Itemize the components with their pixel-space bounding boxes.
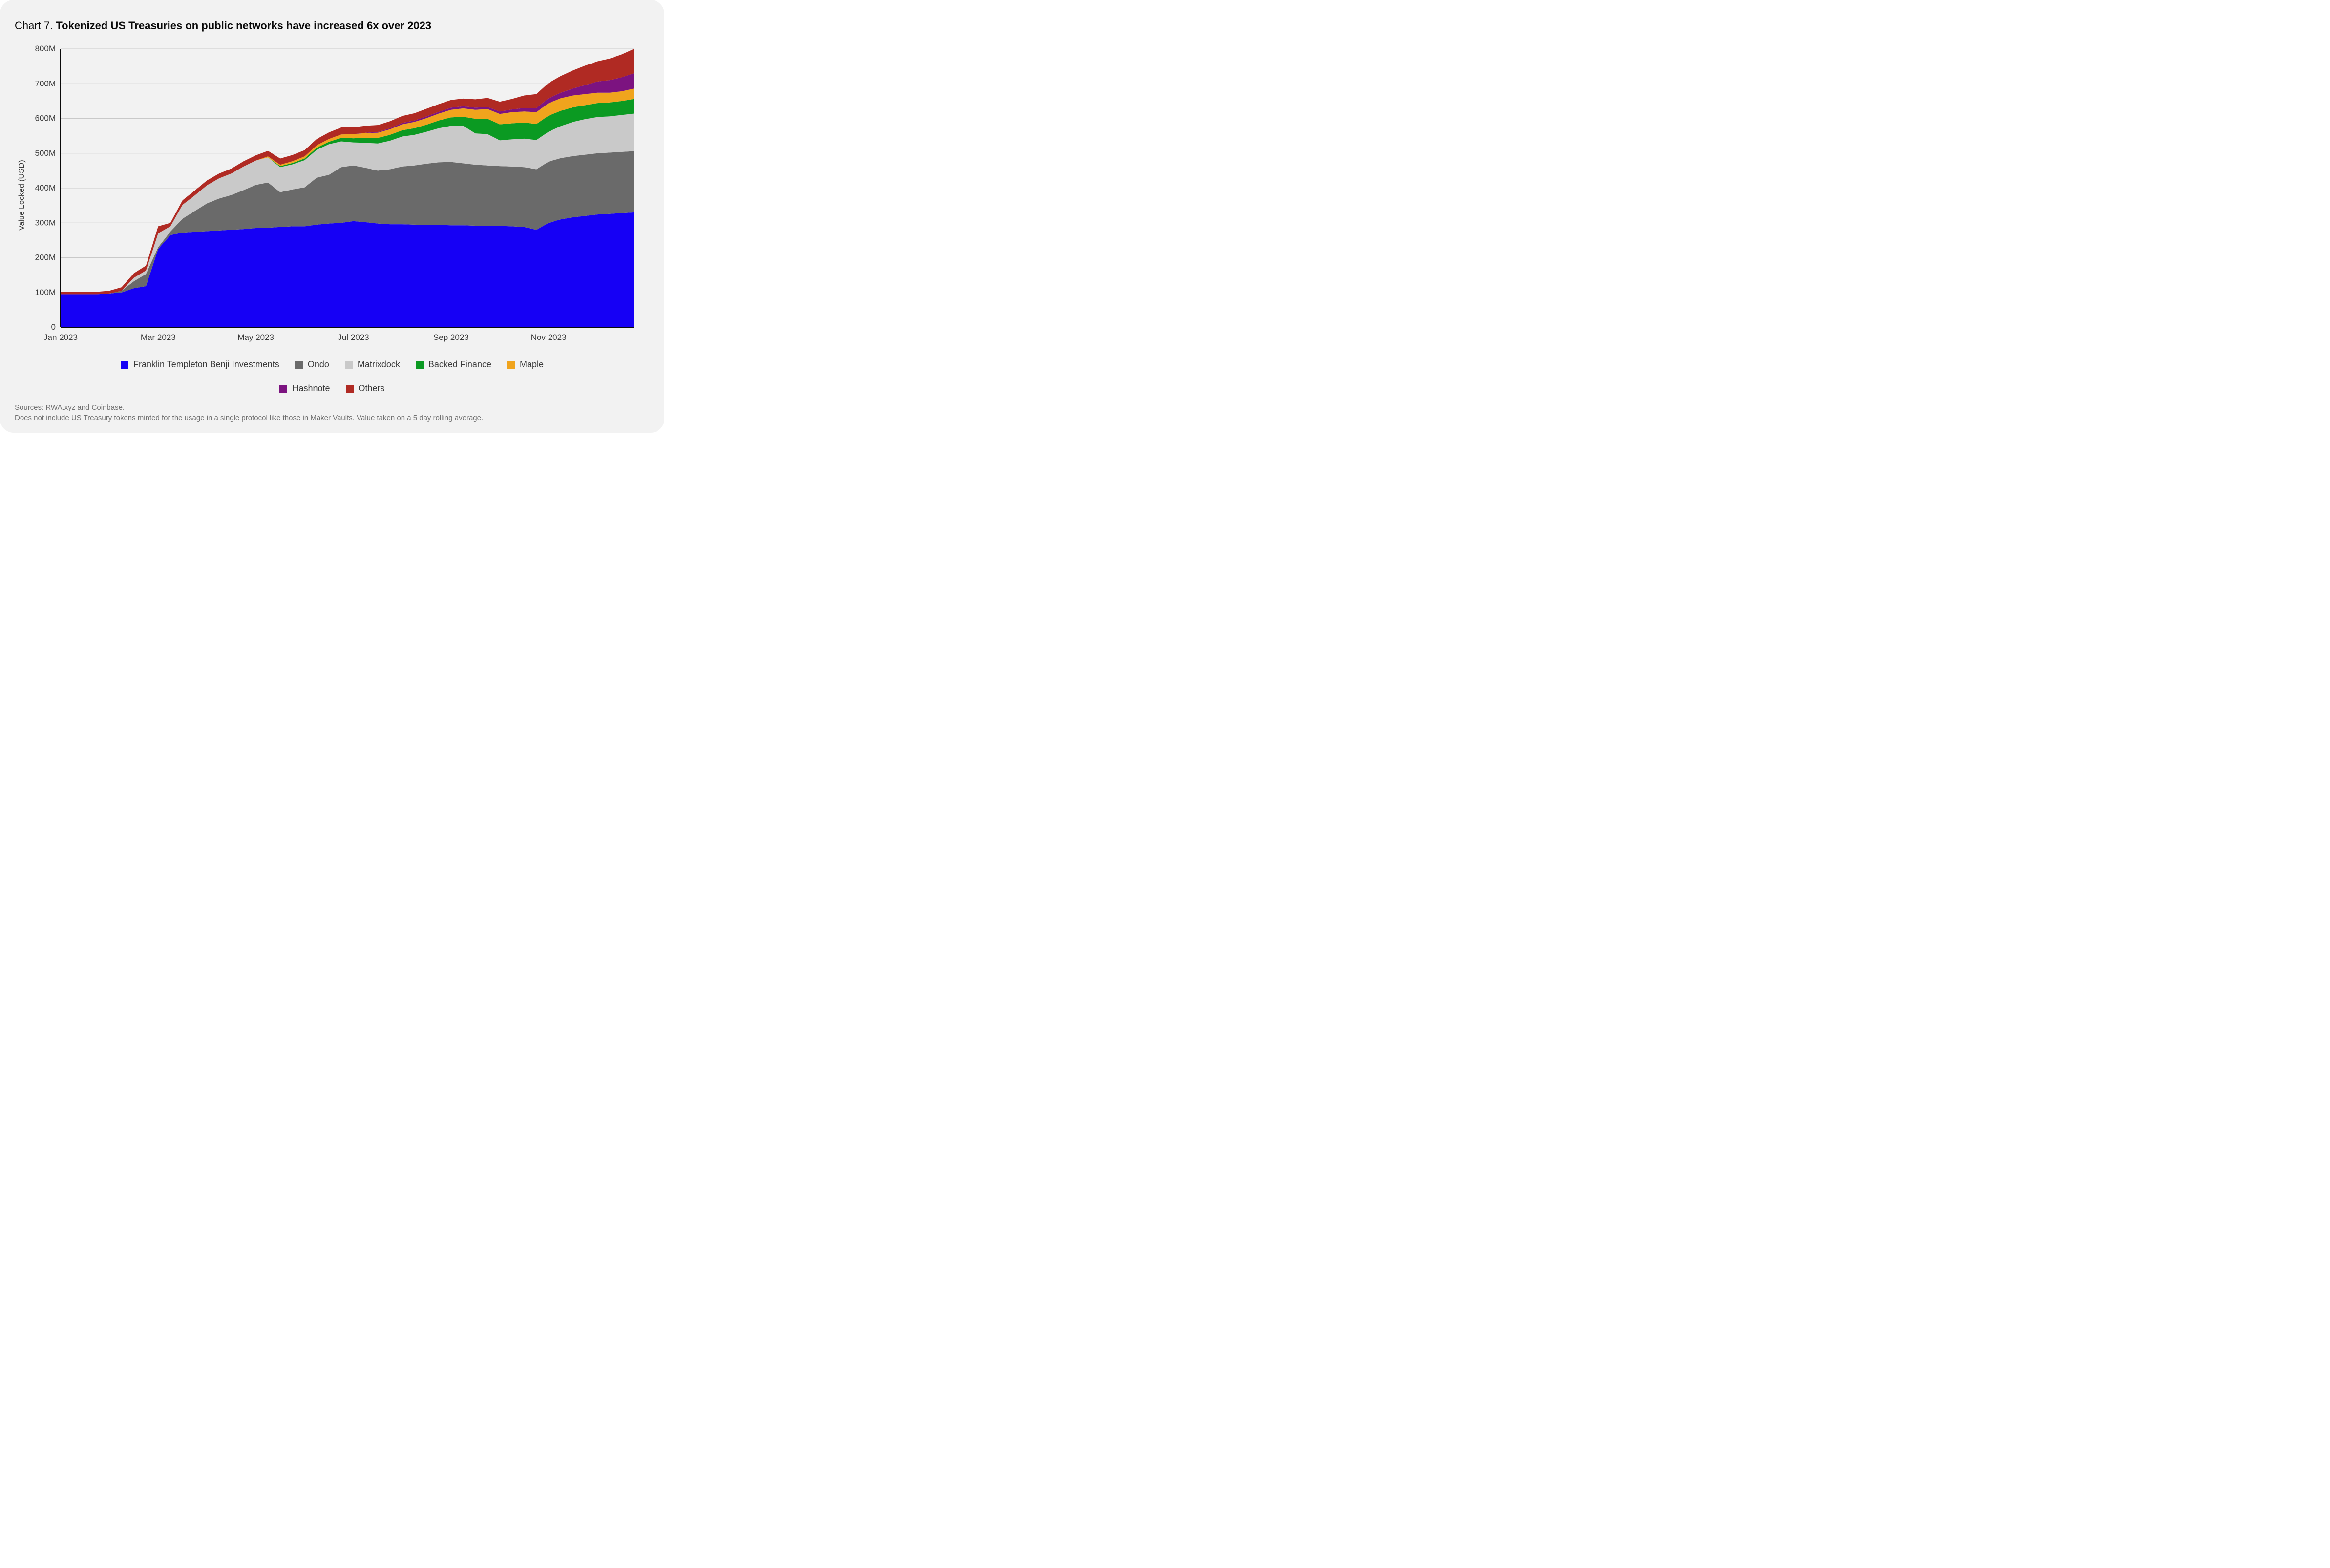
legend-item: Others xyxy=(346,383,385,394)
sources-line-1: Sources: RWA.xyz and Coinbase. xyxy=(15,403,650,413)
legend-item: Ondo xyxy=(295,360,329,370)
y-axis-label: Value Locked (USD) xyxy=(15,44,26,347)
legend-item: Backed Finance xyxy=(416,360,491,370)
svg-text:Mar 2023: Mar 2023 xyxy=(141,333,176,342)
svg-text:0: 0 xyxy=(51,322,56,332)
legend-swatch xyxy=(346,385,354,393)
legend: Franklin Templeton Benji Investments Ondo… xyxy=(88,360,576,394)
legend-label: Ondo xyxy=(308,360,329,370)
svg-text:200M: 200M xyxy=(35,253,56,262)
legend-item: Maple xyxy=(507,360,544,370)
chart-card: Chart 7. Tokenized US Treasuries on publ… xyxy=(0,0,664,433)
svg-text:Sep 2023: Sep 2023 xyxy=(433,333,469,342)
chart-title-prefix: Chart 7. xyxy=(15,20,56,32)
svg-text:May 2023: May 2023 xyxy=(237,333,274,342)
svg-text:Nov 2023: Nov 2023 xyxy=(531,333,567,342)
legend-label: Hashnote xyxy=(292,383,330,394)
chart-sources: Sources: RWA.xyz and Coinbase. Does not … xyxy=(15,403,650,423)
legend-swatch xyxy=(295,361,303,369)
svg-text:600M: 600M xyxy=(35,114,56,123)
legend-item: Matrixdock xyxy=(345,360,400,370)
legend-label: Maple xyxy=(520,360,544,370)
legend-label: Franklin Templeton Benji Investments xyxy=(133,360,279,370)
legend-label: Others xyxy=(359,383,385,394)
svg-text:500M: 500M xyxy=(35,148,56,158)
stacked-area-chart: 0 100M 200M 300M 400M 500M 600M 700M 800M Jan 202… xyxy=(26,44,637,347)
chart-title: Chart 7. Tokenized US Treasuries on publ… xyxy=(15,20,650,32)
svg-text:300M: 300M xyxy=(35,218,56,227)
legend-swatch xyxy=(121,361,128,369)
legend-item: Hashnote xyxy=(279,383,330,394)
legend-item: Franklin Templeton Benji Investments xyxy=(121,360,279,370)
svg-text:100M: 100M xyxy=(35,288,56,297)
chart-title-bold: Tokenized US Treasuries on public networ… xyxy=(56,20,431,32)
legend-swatch xyxy=(416,361,424,369)
legend-swatch xyxy=(345,361,353,369)
chart-area: Value Locked (USD) 0 100M 200M 300M 400M 500M… xyxy=(15,44,650,347)
svg-text:Jul 2023: Jul 2023 xyxy=(338,333,369,342)
svg-text:800M: 800M xyxy=(35,44,56,53)
legend-label: Matrixdock xyxy=(358,360,400,370)
legend-label: Backed Finance xyxy=(428,360,491,370)
legend-swatch xyxy=(279,385,287,393)
svg-text:700M: 700M xyxy=(35,79,56,88)
legend-swatch xyxy=(507,361,515,369)
sources-line-2: Does not include US Treasury tokens mint… xyxy=(15,413,650,423)
svg-text:Jan 2023: Jan 2023 xyxy=(43,333,78,342)
svg-text:400M: 400M xyxy=(35,183,56,192)
